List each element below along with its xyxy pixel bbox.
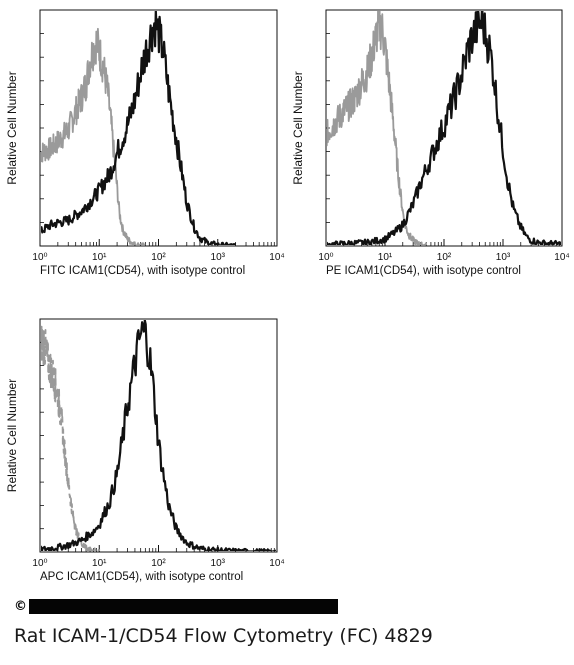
y-axis-label: Relative Cell Number xyxy=(291,71,305,184)
x-axis-label: APC ICAM1(CD54), with isotype control xyxy=(40,571,243,583)
copyright-notice: © xyxy=(14,598,338,614)
x-tick-label: 10³ xyxy=(211,252,226,263)
x-tick-label: 10² xyxy=(437,252,452,263)
x-axis-label: FITC ICAM1(CD54), with isotype control xyxy=(40,265,245,277)
x-tick-label: 10⁴ xyxy=(269,252,284,263)
icam1-stained-histogram xyxy=(327,11,561,245)
x-tick-label: 10² xyxy=(151,558,166,569)
x-tick-label: 10⁰ xyxy=(318,252,333,263)
icam1-stained-histogram xyxy=(41,320,276,551)
histogram-panel-3: 10⁰ 10¹ 10² 10³ 10⁴ APC ICAM1(CD54), with iso… xyxy=(5,318,285,583)
x-tick-label: 10¹ xyxy=(378,252,393,263)
histogram-panels: 10⁰ 10¹ 10² 10³ 10⁴ FITC ICAM1(CD54), with is… xyxy=(5,9,570,583)
isotype-control-histogram xyxy=(41,325,101,551)
x-tick-label: 10¹ xyxy=(92,252,107,263)
isotype-control-histogram xyxy=(41,27,146,245)
histogram-panel-2: 10⁰ 10¹ 10² 10³ 10⁴ PE ICAM1(CD54), with isot… xyxy=(291,9,570,277)
copyright-redaction-bar xyxy=(29,598,338,614)
figure-caption: Rat ICAM-1/CD54 Flow Cytometry (FC) 4829 xyxy=(14,625,433,647)
x-tick-label: 10⁰ xyxy=(32,558,47,569)
isotype-control-histogram xyxy=(327,11,428,245)
copyright-symbol: © xyxy=(14,598,27,614)
x-tick-label: 10⁰ xyxy=(32,252,47,263)
x-tick-label: 10³ xyxy=(211,558,226,569)
x-tick-label: 10⁴ xyxy=(269,558,284,569)
plot-frame xyxy=(325,9,563,247)
x-tick-label: 10⁴ xyxy=(554,252,569,263)
icam1-stained-histogram xyxy=(41,11,237,245)
y-axis-label: Relative Cell Number xyxy=(5,71,19,184)
x-axis-label: PE ICAM1(CD54), with isotype control xyxy=(326,265,521,277)
x-tick-label: 10¹ xyxy=(92,558,107,569)
histogram-panel-1: 10⁰ 10¹ 10² 10³ 10⁴ FITC ICAM1(CD54), with is… xyxy=(5,9,285,277)
y-axis-label: Relative Cell Number xyxy=(5,379,19,492)
plot-frame xyxy=(39,318,278,553)
x-tick-label: 10² xyxy=(151,252,166,263)
x-tick-label: 10³ xyxy=(496,252,511,263)
